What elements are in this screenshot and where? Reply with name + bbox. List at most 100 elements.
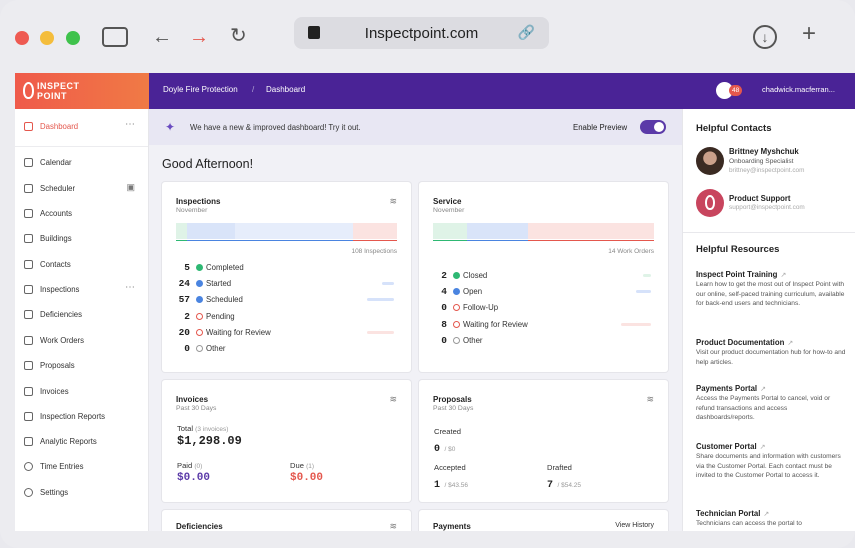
resource-link-documentation[interactable]: Product Documentation ↗ <box>696 338 793 347</box>
address-bar[interactable]: Inspectpoint.com 🔗 <box>294 17 549 49</box>
enable-preview-toggle[interactable] <box>640 120 666 134</box>
sidebar-item-label: Time Entries <box>40 462 84 471</box>
accepted-amount: $43.56 <box>448 482 468 489</box>
contact-email[interactable]: brittney@inspectpoint.com <box>729 167 805 174</box>
follow-up-circle-icon <box>453 304 460 311</box>
status-row-completed[interactable]: 5 Completed <box>176 262 396 276</box>
invoices-icon <box>24 387 33 396</box>
waiting-circle-icon <box>453 321 460 328</box>
bar-line <box>467 240 528 241</box>
chart-icon[interactable]: ≋ <box>389 394 397 404</box>
sidebar-item-invoices[interactable]: Invoices <box>15 382 149 402</box>
sidebar-item-dashboard[interactable]: Dashboard ⋯ <box>15 117 149 137</box>
work-orders-icon <box>24 336 33 345</box>
contact-name[interactable]: Brittney Myshchuk <box>729 147 799 156</box>
new-tab-icon[interactable]: + <box>802 20 817 47</box>
inspect-point-logo[interactable]: INSPECT POINT <box>15 73 149 109</box>
sidebar-item-label: Proposals <box>40 361 75 370</box>
resource-link-payments-portal[interactable]: Payments Portal ↗ <box>696 384 766 393</box>
contact-name[interactable]: Product Support <box>729 194 791 203</box>
open-circle-icon <box>453 288 460 295</box>
analytic-reports-icon <box>24 437 33 446</box>
play-circle-icon <box>196 280 203 287</box>
user-menu[interactable]: chadwick.macferran... <box>762 85 835 94</box>
time-entries-icon <box>24 462 33 471</box>
external-link-icon: ↗ <box>763 511 770 518</box>
status-row-waiting-review[interactable]: 20 Waiting for Review <box>176 327 396 341</box>
status-row-open[interactable]: 4 Open <box>433 286 653 300</box>
status-count: 20 <box>178 327 190 338</box>
status-row-other[interactable]: 0 Other <box>433 335 653 349</box>
card-title: Invoices <box>176 395 209 404</box>
lock-icon <box>308 26 320 39</box>
status-row-closed[interactable]: 2 Closed <box>433 270 653 284</box>
bell-icon[interactable] <box>716 82 733 99</box>
status-row-follow-up[interactable]: 0 Follow-Up <box>433 302 653 316</box>
sparkline <box>367 331 394 334</box>
chart-icon[interactable]: ≋ <box>646 394 654 404</box>
status-row-other[interactable]: 0 Other <box>176 343 396 357</box>
sidebar-item-scheduler[interactable]: Scheduler ▣ <box>15 179 149 199</box>
card-title: Proposals <box>433 395 472 404</box>
more-icon[interactable]: ⋯ <box>125 282 135 293</box>
greeting: Good Afternoon! <box>162 157 254 171</box>
check-circle-icon <box>453 272 460 279</box>
sidebar-item-inspections[interactable]: Inspections ⋯ <box>15 280 149 300</box>
view-history-link[interactable]: View History <box>615 522 654 529</box>
chart-icon[interactable]: ≋ <box>389 521 397 531</box>
avatar <box>696 147 724 175</box>
sidebar-item-proposals[interactable]: Proposals <box>15 356 149 376</box>
minimize-window-button[interactable] <box>40 31 54 45</box>
reload-icon[interactable]: ↻ <box>230 25 247 47</box>
due-note: (1) <box>306 463 315 470</box>
sidebar-item-analytic-reports[interactable]: Analytic Reports <box>15 432 149 452</box>
bar-segment <box>433 223 467 239</box>
bar-line <box>433 240 467 241</box>
top-bar: INSPECT POINT Doyle Fire Protection / Das… <box>15 73 855 109</box>
sidebar-item-deficiencies[interactable]: Deficiencies <box>15 305 149 325</box>
status-row-scheduled[interactable]: 57 Scheduled <box>176 294 396 308</box>
close-window-button[interactable] <box>15 31 29 45</box>
settings-icon <box>24 488 33 497</box>
logo-line1: INSPECT <box>37 81 80 91</box>
pending-circle-icon <box>196 313 203 320</box>
due-amount: $0.00 <box>290 472 324 484</box>
status-count: 57 <box>178 294 190 305</box>
resource-link-customer-portal[interactable]: Customer Portal ↗ <box>696 442 766 451</box>
accounts-icon <box>24 209 33 218</box>
sidebar-item-accounts[interactable]: Accounts <box>15 204 149 224</box>
sidebar-toggle-icon[interactable] <box>102 27 128 47</box>
link-icon[interactable]: 🔗 <box>517 24 535 40</box>
maximize-window-button[interactable] <box>66 31 80 45</box>
created-amount: $0 <box>448 446 456 453</box>
status-row-waiting-review[interactable]: 8 Waiting for Review <box>433 319 653 333</box>
scheduler-icon <box>24 184 33 193</box>
sidebar-item-contacts[interactable]: Contacts <box>15 255 149 275</box>
breadcrumb-separator: / <box>252 85 255 94</box>
sidebar-item-inspection-reports[interactable]: Inspection Reports <box>15 407 149 427</box>
resource-link-training[interactable]: Inspect Point Training ↗ <box>696 270 786 279</box>
status-count: 2 <box>441 270 447 281</box>
breadcrumb-company[interactable]: Doyle Fire Protection <box>163 85 238 94</box>
card-subtitle: Past 30 Days <box>433 405 474 412</box>
deficiencies-icon <box>24 310 33 319</box>
sidebar-item-calendar[interactable]: Calendar <box>15 153 149 173</box>
more-icon[interactable]: ⋯ <box>125 119 135 130</box>
sidebar-item-time-entries[interactable]: Time Entries <box>15 457 149 477</box>
download-icon[interactable]: ↓ <box>753 25 777 49</box>
resource-link-technician-portal[interactable]: Technician Portal ↗ <box>696 509 769 518</box>
sidebar-item-label: Contacts <box>40 260 71 269</box>
contact-email[interactable]: support@inspectpoint.com <box>729 204 805 211</box>
status-count: 0 <box>184 343 190 354</box>
sidebar-divider <box>15 146 148 147</box>
card-subtitle: November <box>433 207 465 214</box>
sidebar-item-buildings[interactable]: Buildings <box>15 229 149 249</box>
chart-icon[interactable]: ≋ <box>389 196 397 206</box>
status-row-started[interactable]: 24 Started <box>176 278 396 292</box>
sidebar-item-work-orders[interactable]: Work Orders <box>15 331 149 351</box>
status-row-pending[interactable]: 2 Pending <box>176 311 396 325</box>
forward-arrow-icon[interactable]: → <box>189 26 209 48</box>
sidebar-item-settings[interactable]: Settings <box>15 483 149 503</box>
camera-icon[interactable]: ▣ <box>126 182 135 192</box>
back-arrow-icon[interactable]: ← <box>152 26 172 48</box>
